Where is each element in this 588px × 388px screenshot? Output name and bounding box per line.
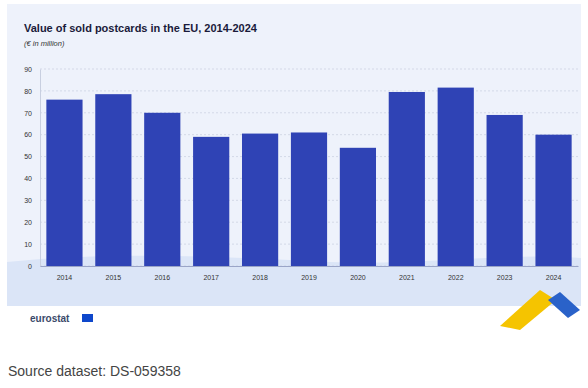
chart-svg: Value of sold postcards in the EU, 2014-…	[0, 0, 588, 388]
bar	[242, 134, 278, 266]
y-tick-label: 80	[24, 88, 32, 95]
y-tick: 0	[28, 263, 40, 270]
y-tick-label: 0	[28, 263, 32, 270]
x-tick-label: 2019	[301, 274, 317, 281]
x-tick: 2022	[448, 266, 464, 281]
bars	[46, 88, 571, 266]
x-tick: 2024	[546, 266, 562, 281]
corner-decoration	[500, 290, 556, 330]
bar	[535, 135, 571, 266]
y-tick-label: 10	[24, 241, 32, 248]
grid-line	[40, 90, 578, 91]
x-tick-label: 2018	[252, 274, 268, 281]
y-axis: 0 10 20 30 40 50 60 70 80 90	[24, 66, 40, 270]
x-tick: 2017	[203, 266, 219, 281]
x-tick: 2016	[154, 266, 170, 281]
subtitle: (€ in million)	[24, 39, 65, 48]
bar	[193, 137, 229, 266]
y-tick: 30	[24, 197, 40, 204]
y-tick-label: 40	[24, 175, 32, 182]
x-tick-label: 2023	[497, 274, 513, 281]
x-tick-label: 2014	[57, 274, 73, 281]
y-axis-line	[40, 70, 41, 267]
x-axis-line	[41, 266, 579, 267]
x-tick-label: 2016	[154, 274, 170, 281]
x-tick-label: 2020	[350, 274, 366, 281]
x-tick-label: 2017	[203, 274, 219, 281]
y-tick: 10	[24, 241, 40, 248]
x-tick: 2023	[497, 266, 513, 281]
y-tick-label: 60	[24, 131, 32, 138]
x-tick-label: 2022	[448, 274, 464, 281]
bar	[291, 132, 327, 266]
x-tick: 2019	[301, 266, 317, 281]
bar	[95, 94, 131, 266]
y-tick: 80	[24, 88, 40, 95]
y-tick: 70	[24, 110, 40, 117]
y-tick-label: 90	[24, 66, 32, 73]
bar	[144, 113, 180, 266]
logo-flag	[82, 314, 93, 322]
corner-decoration	[548, 292, 580, 318]
logo: eurostat	[30, 313, 70, 324]
y-tick: 50	[24, 153, 40, 160]
x-tick-label: 2024	[546, 274, 562, 281]
y-tick: 90	[24, 66, 40, 73]
bar	[46, 100, 82, 266]
x-tick-label: 2021	[399, 274, 415, 281]
x-tick: 2014	[57, 266, 73, 281]
grid	[40, 69, 578, 266]
y-tick: 40	[24, 175, 40, 182]
y-tick: 60	[24, 131, 40, 138]
x-tick: 2018	[252, 266, 268, 281]
bar	[438, 88, 474, 266]
y-tick-label: 70	[24, 110, 32, 117]
x-tick: 2020	[350, 266, 366, 281]
x-axis: 2014 2015 2016 2017 2018 2019 2020 2021 2022 2023…	[41, 266, 579, 281]
x-tick: 2015	[106, 266, 122, 281]
title: Value of sold postcards in the EU, 2014-…	[24, 22, 258, 34]
source: Source dataset: DS-059358	[8, 363, 181, 379]
grid-line	[40, 69, 578, 70]
y-tick-label: 30	[24, 197, 32, 204]
x-tick-label: 2015	[106, 274, 122, 281]
bar	[340, 148, 376, 266]
bar	[487, 115, 523, 266]
y-tick-label: 50	[24, 153, 32, 160]
y-tick: 20	[24, 219, 40, 226]
panel-background	[7, 4, 581, 306]
x-tick: 2021	[399, 266, 415, 281]
bar	[389, 92, 425, 266]
y-tick-label: 20	[24, 219, 32, 226]
